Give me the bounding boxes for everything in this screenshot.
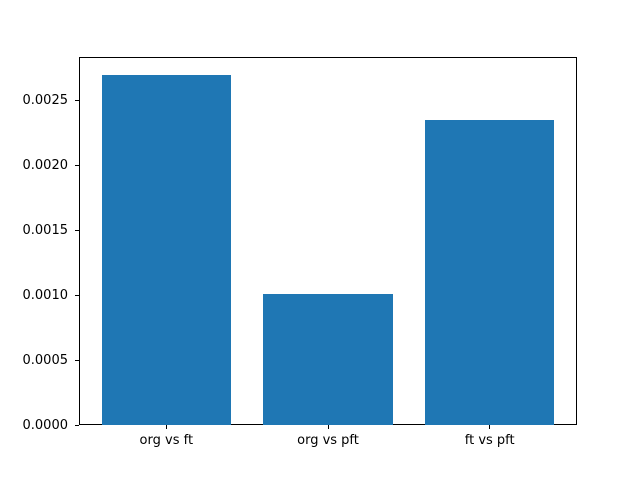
y-tick-label: 0.0015 [22,222,69,238]
x-tick-label: org vs pft [297,433,359,448]
x-tick-mark [165,425,167,429]
y-tick-label: 0.0010 [22,287,69,303]
x-tick-label: org vs ft [139,433,194,448]
x-tick-mark [327,425,329,429]
y-tick-mark [75,99,79,101]
y-tick-mark [75,164,79,166]
bar-org-vs-pft [263,293,393,425]
y-tick-mark [75,229,79,231]
y-tick-mark [75,359,79,361]
bar-org-vs-ft [101,74,231,425]
y-tick-label: 0.0020 [22,157,69,173]
x-tick-label: ft vs pft [464,433,515,448]
bar-ft-vs-pft [425,119,555,425]
y-tick-label: 0.0005 [22,352,69,368]
y-tick-label: 0.0025 [22,92,69,108]
y-tick-label: 0.0000 [22,417,69,433]
y-tick-mark [75,424,79,426]
x-tick-mark [489,425,491,429]
y-tick-mark [75,294,79,296]
